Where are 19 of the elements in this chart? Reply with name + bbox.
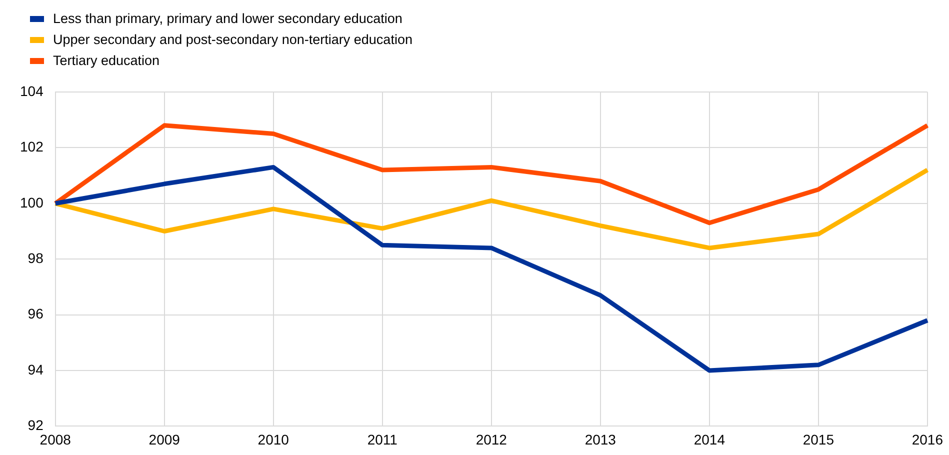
x-tick-label: 2009 [148, 431, 180, 448]
y-tick-label: 102 [20, 138, 44, 155]
y-tick-label: 96 [28, 306, 44, 322]
x-tick-label: 2012 [476, 431, 508, 448]
legend-label: Tertiary education [53, 53, 160, 68]
y-tick-label: 94 [28, 361, 44, 378]
x-tick-label: 2008 [40, 431, 72, 448]
x-tick-label: 2013 [584, 431, 616, 448]
y-tick-label: 100 [20, 194, 44, 210]
x-tick-label: 2010 [258, 431, 290, 448]
y-tick-label: 98 [28, 250, 44, 266]
x-tick-label: 2015 [802, 431, 834, 448]
x-tick-label: 2016 [912, 431, 944, 448]
legend-label: Upper secondary and post-secondary non-tertiary education [53, 32, 412, 47]
y-tick-label: 104 [20, 82, 44, 99]
y-tick-label: 92 [28, 417, 44, 434]
legend-label: Less than primary, primary and lower secondary education [53, 11, 402, 26]
x-tick-label: 2011 [367, 431, 398, 448]
x-tick-label: 2014 [694, 431, 726, 448]
